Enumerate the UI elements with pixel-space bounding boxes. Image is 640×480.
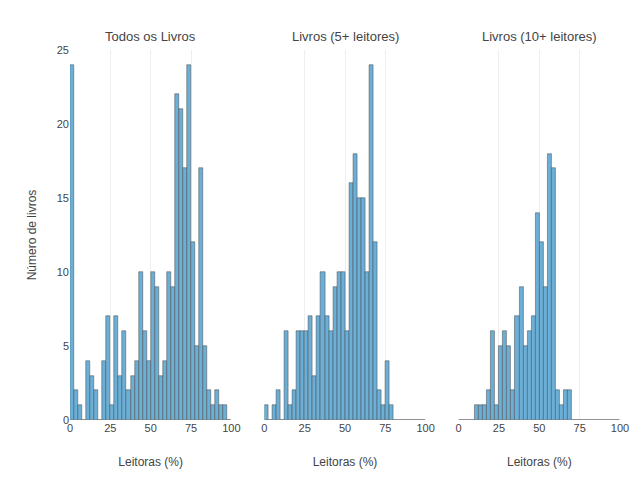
svg-text:15: 15 bbox=[57, 192, 69, 204]
svg-text:Livros (10+ leitores): Livros (10+ leitores) bbox=[482, 29, 597, 44]
svg-text:75: 75 bbox=[379, 422, 391, 434]
svg-text:Livros (5+ leitores): Livros (5+ leitores) bbox=[292, 29, 399, 44]
svg-text:0: 0 bbox=[67, 422, 73, 434]
svg-text:Leitoras (%): Leitoras (%) bbox=[118, 455, 183, 469]
svg-text:0: 0 bbox=[456, 422, 462, 434]
svg-text:Leitoras (%): Leitoras (%) bbox=[313, 455, 378, 469]
svg-text:50: 50 bbox=[339, 422, 351, 434]
svg-text:20: 20 bbox=[57, 118, 69, 130]
svg-text:0: 0 bbox=[261, 422, 267, 434]
svg-text:100: 100 bbox=[222, 422, 240, 434]
svg-text:100: 100 bbox=[416, 422, 434, 434]
svg-text:25: 25 bbox=[493, 422, 505, 434]
svg-text:Leitoras (%): Leitoras (%) bbox=[507, 455, 572, 469]
svg-text:25: 25 bbox=[299, 422, 311, 434]
svg-text:5: 5 bbox=[63, 340, 69, 352]
svg-text:25: 25 bbox=[57, 44, 69, 56]
svg-text:100: 100 bbox=[611, 422, 629, 434]
svg-text:75: 75 bbox=[185, 422, 197, 434]
svg-text:50: 50 bbox=[145, 422, 157, 434]
svg-text:Todos os Livros: Todos os Livros bbox=[105, 29, 196, 44]
svg-text:Número de livros: Número de livros bbox=[25, 190, 39, 281]
svg-text:25: 25 bbox=[104, 422, 116, 434]
svg-text:75: 75 bbox=[574, 422, 586, 434]
svg-text:10: 10 bbox=[57, 266, 69, 278]
svg-text:50: 50 bbox=[533, 422, 545, 434]
svg-text:0: 0 bbox=[63, 414, 69, 426]
